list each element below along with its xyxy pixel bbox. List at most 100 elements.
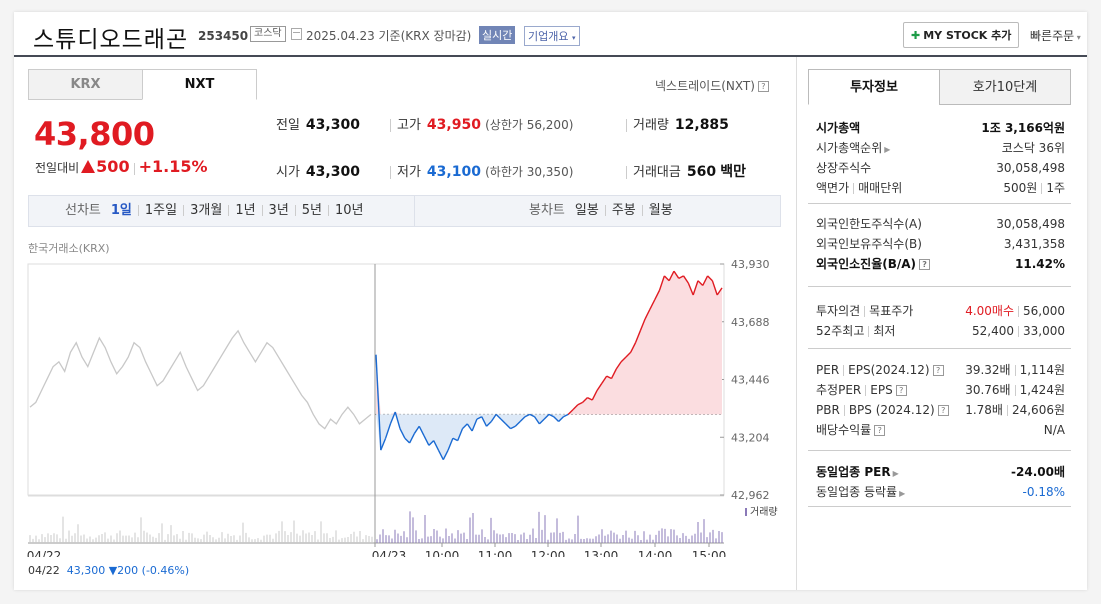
today-segment [375, 354, 382, 451]
candle-chart-label: 봉차트 [529, 203, 565, 218]
x-tick-label: 13:00 [584, 549, 619, 557]
prev-day-summary: 04/22 43,300 ▼200 (-0.46%) [28, 564, 190, 577]
stock-name[interactable]: 스튜디오드래곤 [33, 27, 189, 53]
info-icon[interactable]: ? [937, 405, 949, 416]
x-tick-label: 14:00 [638, 549, 673, 557]
today-segment [711, 280, 718, 296]
realtime-badge[interactable]: 실시간 [479, 26, 516, 44]
today-segment [649, 299, 656, 310]
today-segment [601, 375, 608, 384]
period-3y[interactable]: 3년 [268, 203, 289, 218]
today-segment [620, 356, 627, 363]
tab-krx[interactable]: KRX [28, 69, 143, 100]
today-segment [466, 423, 473, 432]
stock-header: 스튜디오드래곤 253450 코스닥 2025.04.23 기준(KRX 장마감… [14, 12, 1087, 57]
today-segment [519, 416, 526, 422]
info-icon[interactable]: ? [874, 425, 886, 436]
section-opinion: 투자의견 목표주가 4.00매수 56,000 52주최고 최저 52,400 33,000 [808, 297, 1071, 349]
stock-code: 253450 [198, 29, 249, 43]
price-change: 전일대비 500 +1.15% [35, 157, 208, 176]
today-segment [486, 421, 492, 427]
period-1y[interactable]: 1년 [235, 203, 256, 218]
today-segment [610, 368, 617, 379]
today-segment [639, 318, 646, 332]
today-segment [577, 401, 583, 406]
today-segment [384, 423, 392, 439]
period-1d[interactable]: 1일 [110, 203, 132, 218]
prev-day-series [29, 329, 372, 430]
x-tick-label: 12:00 [531, 549, 566, 557]
info-icon[interactable]: ? [757, 81, 769, 92]
period-1w[interactable]: 1주일 [144, 203, 178, 218]
today-segment [495, 413, 502, 420]
tab-invest-info[interactable]: 투자정보 [808, 69, 940, 105]
today-segment [437, 449, 444, 460]
y-tick-label: 43,446 [731, 374, 770, 387]
section-valuation: PER EPS(2024.12)? 39.32배 1,114원 추정PER EPS? 30… [808, 357, 1071, 451]
today-segment [587, 397, 593, 401]
line-chart-label: 선차트 [65, 203, 101, 218]
x-tick-label: 04/22 [27, 549, 62, 557]
change-percent: +1.15% [138, 157, 208, 176]
y-tick-label: 43,204 [731, 431, 770, 444]
y-tick-label: 42,962 [731, 489, 770, 502]
period-3m[interactable]: 3개월 [190, 203, 223, 218]
today-segment [658, 275, 665, 291]
period-5y[interactable]: 5년 [301, 203, 323, 218]
today-segment [596, 382, 603, 391]
sector-rate-link[interactable]: 동일업종 등락률 ▶ [816, 485, 906, 499]
y-tick-label: 43,930 [731, 258, 770, 271]
price-panel: KRX NXT 넥스트레이드(NXT)? 43,800 전일대비 500 +1.15… [14, 57, 796, 590]
today-segment [615, 361, 622, 370]
change-value: 500 [96, 157, 130, 176]
today-segment [457, 428, 464, 441]
today-segment [582, 397, 588, 403]
tab-quote-10[interactable]: 호가10단계 [939, 69, 1071, 105]
today-segment [606, 375, 612, 380]
today-segment [678, 275, 684, 279]
today-segment [668, 270, 675, 282]
today-segment [654, 289, 661, 301]
today-segment [707, 275, 713, 282]
today-segment [481, 416, 488, 427]
today-segment [423, 435, 430, 446]
period-daily[interactable]: 일봉 [574, 203, 599, 218]
today-segment [394, 411, 401, 429]
x-tick-label: 15:00 [692, 549, 727, 557]
stat-volume: 거래량 12,885 [626, 114, 729, 133]
sector-per-link[interactable]: 동일업종 PER ▶ [816, 465, 899, 479]
today-segment [682, 275, 689, 284]
company-overview-button[interactable]: 기업개요 ▾ [524, 26, 580, 46]
x-tick-label: 11:00 [478, 549, 513, 557]
today-segment [462, 423, 468, 430]
line-chart-periods: 선차트 1일 1주일 3개월 1년 3년 5년 10년 [65, 196, 364, 226]
chevron-down-icon: ▾ [571, 34, 576, 42]
stock-widget: 스튜디오드래곤 253450 코스닥 2025.04.23 기준(KRX 장마감… [14, 12, 1087, 590]
period-10y[interactable]: 10년 [335, 203, 364, 218]
market-tag: 코스닥 [250, 26, 286, 42]
today-segment [510, 425, 516, 430]
chevron-down-icon: ▾ [1074, 33, 1081, 42]
today-segment [442, 449, 449, 460]
x-tick-label: 04/23 [372, 549, 407, 557]
price-chart[interactable]: 43,930 43,688 43,446 43,204 42,962 거래량 04/22 04… [14, 252, 796, 557]
market-cap-rank-link[interactable]: 시가총액순위 ▶ [816, 141, 891, 155]
today-segment [452, 437, 459, 442]
info-icon[interactable]: ? [895, 385, 907, 396]
current-price: 43,800 [34, 115, 155, 153]
tab-nxt[interactable]: NXT [142, 69, 257, 100]
today-segment [418, 425, 425, 437]
info-icon[interactable]: ? [919, 259, 931, 270]
info-icon[interactable]: ? [932, 365, 944, 376]
stat-prev-close: 전일 43,300 [276, 117, 360, 133]
quick-order-button[interactable]: 빠른주문 ▾ [1030, 29, 1081, 43]
today-segment [447, 437, 454, 451]
period-weekly[interactable]: 주봉 [611, 203, 636, 218]
today-segment [702, 275, 709, 286]
today-segment [553, 416, 560, 422]
today-segment [413, 425, 420, 434]
today-segment [476, 416, 483, 420]
my-stock-add-button[interactable]: ✚ MY STOCK 추가 [903, 22, 1020, 48]
x-tick-label: 10:00 [425, 549, 460, 557]
period-monthly[interactable]: 월봉 [648, 203, 673, 218]
